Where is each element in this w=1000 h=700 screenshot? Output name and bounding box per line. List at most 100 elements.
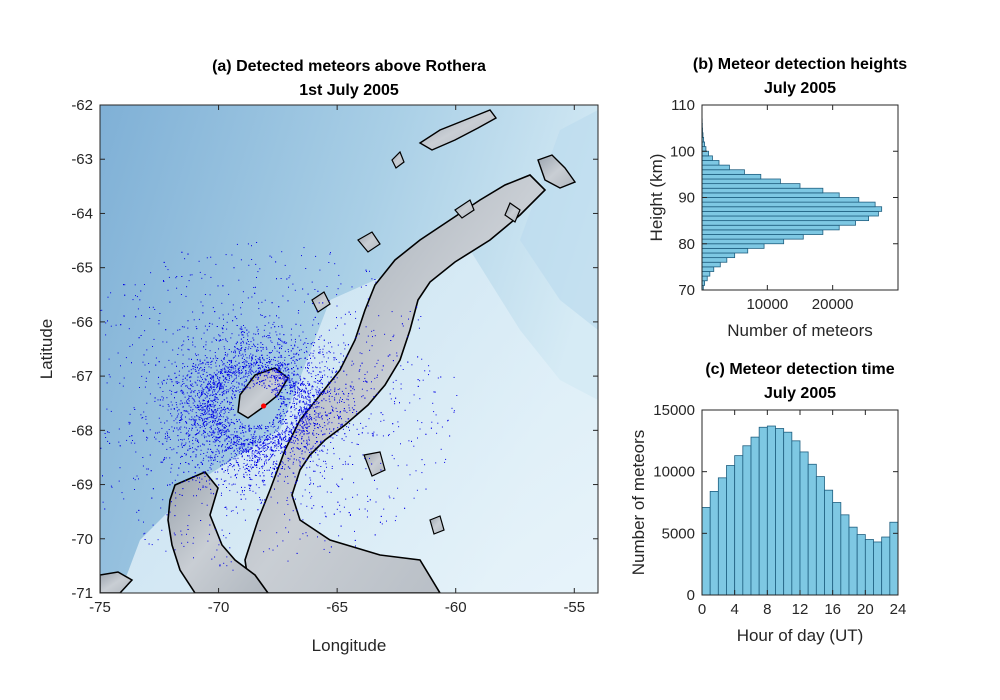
meteor-point: [278, 398, 279, 400]
meteor-point: [230, 374, 232, 376]
meteor-point: [227, 313, 229, 315]
meteor-point: [214, 418, 216, 420]
meteor-point: [304, 358, 306, 359]
meteor-point: [254, 292, 256, 294]
meteor-point: [284, 431, 286, 433]
meteor-point: [220, 388, 222, 390]
meteor-point: [376, 434, 378, 436]
meteor-point: [160, 421, 162, 423]
meteor-point: [284, 381, 285, 383]
meteor-point: [232, 443, 234, 445]
meteor-point: [374, 335, 376, 337]
meteor-point: [323, 392, 325, 394]
meteor-point: [288, 381, 290, 383]
meteor-point: [340, 425, 342, 427]
meteor-point: [293, 374, 295, 376]
meteor-point: [304, 357, 306, 359]
meteor-point: [258, 370, 260, 372]
meteor-point: [296, 402, 298, 404]
meteor-point: [306, 412, 308, 414]
meteor-point: [207, 418, 209, 420]
meteor-point: [366, 271, 367, 272]
meteor-point: [144, 284, 145, 285]
meteor-point: [278, 420, 280, 422]
meteor-point: [366, 341, 368, 343]
meteor-point: [218, 383, 220, 385]
meteor-point: [241, 455, 243, 457]
meteor-point: [168, 429, 170, 430]
meteor-point: [322, 440, 324, 442]
meteor-point: [292, 510, 294, 512]
meteor-point: [179, 422, 181, 424]
meteor-point: [333, 378, 335, 380]
meteor-point: [192, 443, 194, 445]
meteor-point: [251, 357, 253, 359]
meteor-point: [273, 461, 275, 463]
meteor-point: [209, 421, 211, 423]
meteor-point: [200, 413, 202, 415]
meteor-point: [212, 376, 214, 378]
meteor-point: [274, 445, 276, 446]
meteor-point: [333, 416, 335, 418]
meteor-point: [141, 417, 143, 419]
meteor-point: [274, 394, 276, 395]
meteor-point: [212, 358, 214, 360]
meteor-point: [201, 277, 203, 279]
meteor-point: [255, 492, 257, 494]
meteor-point: [328, 350, 330, 352]
meteor-point: [266, 348, 268, 350]
meteor-point: [230, 476, 232, 478]
meteor-point: [179, 427, 181, 429]
meteor-point: [234, 386, 236, 388]
meteor-point: [220, 387, 222, 389]
meteor-point: [212, 377, 214, 379]
meteor-point: [307, 395, 309, 397]
meteor-point: [229, 458, 231, 460]
meteor-point: [253, 425, 255, 427]
meteor-point: [175, 392, 177, 394]
meteor-point: [352, 464, 354, 465]
meteor-point: [166, 420, 168, 422]
meteor-point: [246, 379, 248, 381]
meteor-point: [203, 444, 205, 446]
meteor-point: [308, 394, 310, 396]
meteor-point: [253, 363, 255, 365]
meteor-point: [219, 423, 221, 425]
meteor-point: [159, 387, 161, 389]
meteor-point: [210, 385, 212, 387]
meteor-point: [229, 423, 231, 425]
meteor-point: [232, 368, 234, 370]
meteor-point: [228, 446, 230, 448]
meteor-point: [262, 366, 264, 368]
meteor-point: [266, 469, 268, 471]
meteor-point: [425, 488, 427, 490]
meteor-point: [245, 471, 247, 473]
meteor-point: [257, 382, 258, 384]
meteor-point: [206, 400, 208, 402]
meteor-point: [135, 451, 137, 453]
meteor-point: [305, 474, 307, 476]
meteor-point: [240, 349, 242, 351]
meteor-point: [163, 459, 164, 461]
meteor-point: [235, 506, 237, 508]
meteor-point: [283, 431, 285, 433]
meteor-point: [300, 349, 302, 351]
meteor-point: [211, 558, 213, 560]
meteor-point: [182, 405, 184, 407]
meteor-point: [352, 412, 354, 413]
meteor-point: [295, 432, 297, 433]
meteor-point: [235, 355, 237, 357]
meteor-point: [296, 352, 298, 354]
meteor-point: [279, 422, 281, 424]
meteor-point: [98, 412, 99, 413]
meteor-point: [287, 466, 289, 468]
meteor-point: [236, 419, 237, 421]
meteor-point: [268, 385, 270, 387]
meteor-point: [330, 442, 332, 443]
meteor-point: [71, 392, 72, 393]
meteor-point: [342, 361, 344, 363]
meteor-point: [407, 336, 409, 338]
meteor-point: [235, 360, 237, 362]
meteor-point: [213, 382, 215, 384]
meteor-point: [210, 488, 212, 490]
